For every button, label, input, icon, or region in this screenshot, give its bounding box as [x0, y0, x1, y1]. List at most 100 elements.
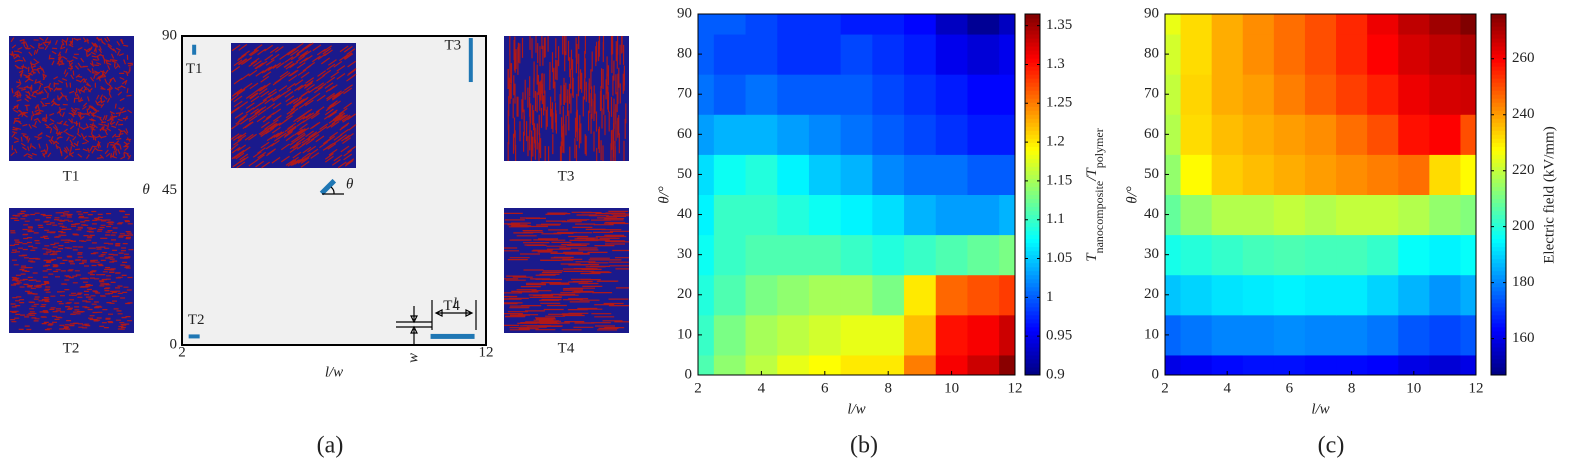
heatmap-cell — [1211, 194, 1244, 236]
colorbar-strip — [1491, 298, 1506, 304]
heatmap-cell — [1367, 354, 1399, 376]
colorbar-strip — [1025, 266, 1040, 272]
colorbar-tick-label: 200 — [1512, 218, 1535, 234]
thumbnail-label: T4 — [558, 340, 575, 356]
heatmap-cell — [1165, 114, 1182, 155]
colorbar-strip — [1491, 370, 1506, 376]
y-axis-label: θ/° — [1124, 186, 1140, 204]
colorbar-strip — [1491, 326, 1506, 332]
heatmap-cell — [713, 314, 747, 356]
orientation-marker — [192, 44, 197, 55]
colorbar-strip — [1491, 330, 1506, 336]
colorbar-strip — [1491, 170, 1506, 175]
heatmap-cell — [1336, 114, 1368, 155]
colorbar-strip — [1025, 78, 1040, 83]
colorbar-strip — [1025, 254, 1040, 260]
heatmap-cell — [1242, 274, 1275, 316]
heatmap-cell — [745, 234, 778, 276]
x-axis-label: l/w — [847, 401, 865, 417]
heatmap-cell — [904, 154, 937, 195]
heatmap-cell — [1304, 74, 1337, 115]
heatmap-cell — [698, 354, 715, 376]
colorbar-strip — [1491, 162, 1506, 167]
colorbar-strip — [1491, 290, 1506, 296]
marker-label: T4 — [443, 298, 460, 314]
panel-caption: (a) — [317, 433, 344, 459]
colorbar-strip — [1491, 246, 1506, 252]
heatmap-cell — [904, 314, 937, 356]
heatmap-cell — [1429, 114, 1461, 155]
colorbar-strip — [1491, 54, 1506, 59]
colorbar-strip — [1025, 170, 1040, 175]
heatmap-cell — [872, 354, 905, 376]
heatmap-cell — [1211, 314, 1244, 356]
x-tick-label: 10 — [944, 380, 959, 396]
colorbar-strip — [1491, 102, 1506, 107]
heatmap-cell — [698, 154, 715, 195]
panel-caption: (c) — [1318, 433, 1345, 459]
heatmap-cell — [967, 354, 1000, 376]
heatmap-cell — [1460, 314, 1477, 356]
heatmap-cell — [1242, 194, 1275, 236]
colorbar-strip — [1491, 58, 1506, 63]
heatmap-cell — [745, 354, 778, 376]
colorbar-strip — [1491, 50, 1506, 55]
heatmap-cell — [1211, 154, 1244, 195]
heatmap-cell — [1273, 314, 1306, 356]
y-tick-label: 50 — [677, 166, 692, 182]
colorbar-strip — [1025, 42, 1040, 47]
heatmap-cell — [1180, 154, 1213, 195]
colorbar-strip — [1491, 194, 1506, 200]
heatmap-cell — [1367, 154, 1399, 195]
heatmap-cell — [935, 314, 968, 356]
colorbar-strip — [1025, 86, 1040, 91]
colorbar-strip — [1025, 362, 1040, 368]
heatmap-cell — [1211, 114, 1244, 155]
colorbar-strip — [1491, 234, 1506, 240]
y-tick-label: 20 — [677, 286, 692, 302]
y-tick-label: 90 — [677, 5, 692, 21]
colorbar-strip — [1025, 366, 1040, 372]
colorbar-strip — [1491, 350, 1506, 356]
heatmap-cell — [1273, 274, 1306, 316]
y-tick-label: 90 — [162, 27, 177, 43]
heatmap-cell — [745, 154, 778, 195]
colorbar-tick-label: 1.35 — [1046, 17, 1072, 33]
colorbar-frame — [1024, 13, 1041, 376]
colorbar-strip — [1491, 46, 1506, 51]
colorbar-strip — [1025, 310, 1040, 316]
heatmap-cell — [1460, 14, 1477, 35]
colorbar-strip — [1491, 334, 1506, 340]
colorbar-strip — [1025, 206, 1040, 212]
colorbar-strip — [1025, 274, 1040, 280]
heatmap-cell — [1460, 274, 1477, 316]
heatmap-cell — [1460, 234, 1477, 276]
colorbar-strip — [1491, 282, 1506, 288]
heatmap-cell — [777, 114, 810, 155]
heatmap-cell — [1429, 234, 1461, 276]
heatmap-cell — [935, 354, 968, 376]
heatmap-cell — [1165, 74, 1182, 115]
colorbar-strip — [1491, 178, 1506, 183]
heatmap-cell — [999, 314, 1016, 356]
colorbar-strip — [1491, 174, 1506, 179]
heatmap-cell — [904, 194, 937, 236]
heatmap-cell — [808, 74, 842, 115]
colorbar-strip — [1025, 238, 1040, 244]
heatmap-cell — [904, 234, 937, 276]
colorbar-strip — [1025, 242, 1040, 248]
heatmap-cell — [1211, 14, 1244, 35]
colorbar-strip — [1025, 22, 1040, 27]
colorbar-strip — [1025, 226, 1040, 232]
heatmap-cell — [967, 274, 1000, 316]
colorbar-strip — [1491, 142, 1506, 147]
colorbar-strip — [1025, 166, 1040, 171]
colorbar-tick-label: 1.1 — [1046, 211, 1065, 227]
heatmap-cell — [1273, 234, 1306, 276]
colorbar-strip — [1025, 234, 1040, 240]
colorbar-tick-label: 1.2 — [1046, 134, 1065, 150]
colorbar-strip — [1025, 338, 1040, 344]
colorbar-strip — [1025, 158, 1040, 163]
heatmap-cell — [1429, 274, 1461, 316]
heatmap-cell — [777, 74, 810, 115]
